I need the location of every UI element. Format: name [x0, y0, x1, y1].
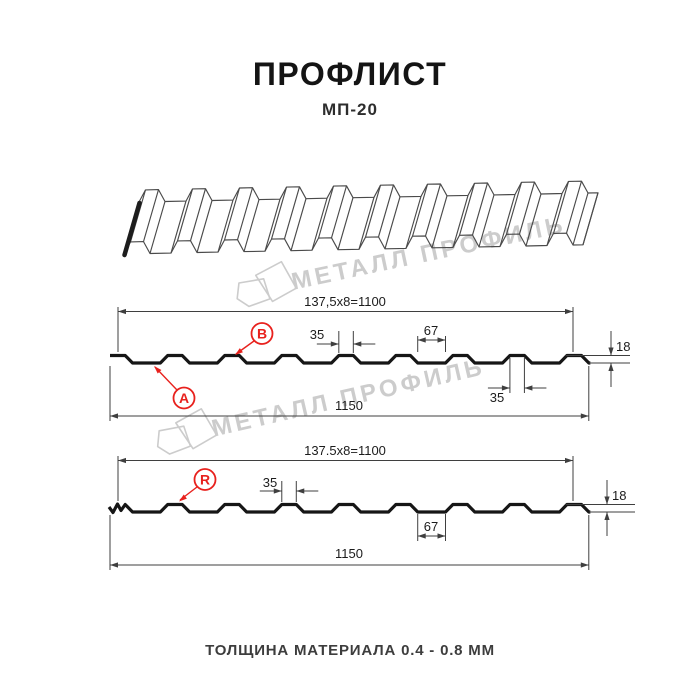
dim-coverage-top: 137,5x8=1100 [304, 294, 386, 309]
label-r: R [200, 472, 210, 488]
material-thickness-note: ТОЛЩИНА МАТЕРИАЛА 0.4 - 0.8 ММ [205, 642, 495, 659]
watermark-2: МЕТАЛЛ ПРОФИЛЬ [156, 353, 488, 455]
label-r-marker [193, 468, 217, 491]
metall-profil-logo-icon [254, 260, 298, 303]
dim-coverage-bottom: 137.5x8=1100 [304, 443, 386, 458]
dim-crest-callout-top: 35 [490, 390, 504, 405]
metall-profil-logo-icon [236, 277, 271, 308]
dim-overall-bottom: 1150 [335, 546, 363, 561]
label-a: A [179, 390, 189, 406]
product-model: МП-20 [322, 100, 378, 119]
dim-height-bottom: 18 [612, 488, 626, 503]
generated-linework [107, 180, 635, 570]
label-b: B [257, 326, 267, 342]
dim-crest-width-bottom: 35 [263, 475, 277, 490]
label-b-marker [250, 322, 274, 345]
dim-crest-width-top: 35 [310, 327, 324, 342]
metall-profil-logo-icon [175, 407, 218, 450]
dim-overall-top: 1150 [335, 398, 363, 413]
dim-valley-width-top: 67 [424, 323, 438, 338]
page-title: ПРОФЛИСТ [252, 56, 448, 92]
dim-valley-width-bottom: 67 [424, 519, 438, 534]
label-a-marker [172, 386, 196, 410]
dim-height-top: 18 [616, 339, 630, 354]
sheet-3d-view [124, 181, 598, 254]
metall-profil-logo-icon [156, 425, 192, 455]
